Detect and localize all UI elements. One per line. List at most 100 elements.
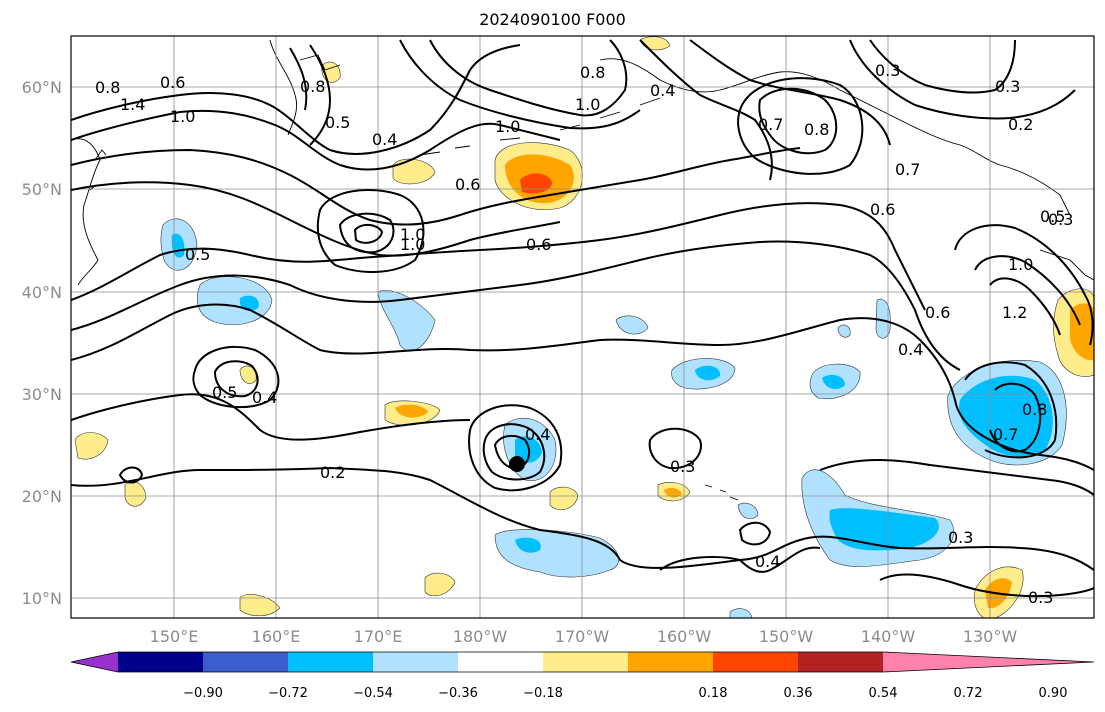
colorbar-tick-label: 0.72	[954, 686, 983, 701]
colorbar-outline	[70, 651, 1095, 673]
longitude-axis: 150°E 160°E 170°E 180°W 170°W 160°W 150°…	[150, 627, 1018, 646]
contour-label: 0.4	[252, 388, 277, 407]
contour-label: 0.7	[895, 160, 920, 179]
contour-0-2-south	[71, 466, 1094, 571]
contour-label: 0.3	[995, 77, 1020, 96]
contour-0-8-upper	[71, 109, 561, 171]
lon-label: 160°W	[657, 627, 712, 646]
colorbar-tick-label: −0.54	[353, 686, 393, 701]
lon-label: 160°E	[252, 627, 301, 646]
contour-low-24n-175w-inner	[493, 434, 531, 470]
blue-core-16n-143w	[829, 508, 939, 551]
map-area: 0.60.81.41.00.80.50.41.00.61.00.81.00.40…	[71, 36, 1094, 618]
blue-patch-8n-154w	[729, 608, 753, 618]
contour-0-3-southeast	[659, 546, 821, 573]
contour-low-24n-175w-outer	[468, 404, 563, 492]
map-frame	[70, 35, 1095, 619]
colorbar-segment	[373, 652, 458, 672]
orange-core-28n-172e	[395, 404, 428, 418]
contour-label: 0.6	[925, 303, 950, 322]
colorbar-tick-label: −0.90	[183, 686, 223, 701]
contour-high-42n-132w-mid	[974, 255, 1081, 326]
yellow-patch-8n-163e	[239, 594, 281, 617]
contour-0-5-upper	[71, 181, 561, 257]
lon-label: 140°W	[861, 627, 916, 646]
contour-0-2-west	[71, 393, 471, 441]
contour-low-29n-133w-outer	[964, 361, 1058, 459]
hawaii-islands	[704, 484, 739, 501]
contour-label: 0.4	[898, 340, 923, 359]
contour-label: 1.2	[1002, 303, 1027, 322]
colorbar-tick-label: −0.36	[438, 686, 478, 701]
colorbar-segment	[798, 652, 883, 672]
lon-label: 150°W	[759, 627, 814, 646]
lat-label: 50°N	[22, 180, 62, 199]
contour-gulf-ridge-2	[689, 39, 891, 146]
blue-patch-36n-140w	[875, 298, 891, 339]
blue-core-30n-157w	[695, 365, 721, 381]
contour-0-8-gulf	[758, 87, 838, 155]
contour-label: 0.6	[526, 235, 551, 254]
contour-0-3-east	[819, 459, 1094, 496]
contour-0-2-gulf	[849, 39, 1076, 120]
contour-high-42n-132w-outer	[954, 224, 1094, 346]
contour-label: 0.8	[1022, 400, 1047, 419]
contour-label: 0.8	[300, 77, 325, 96]
yellow-patch-52n-168e	[392, 158, 436, 185]
contour-label: 0.6	[160, 73, 185, 92]
contour-label: 0.6	[455, 175, 480, 194]
yellow-patch-31n-163e	[239, 365, 257, 384]
contour-label: 1.0	[400, 235, 425, 254]
contour-labels: 0.60.81.41.00.80.50.41.00.61.00.81.00.40…	[95, 61, 1073, 607]
contour-bering-1	[429, 39, 628, 117]
colorbar	[70, 651, 1095, 673]
blue-core-30n-147w	[822, 374, 845, 390]
contour-lines	[71, 39, 1094, 598]
contour-label: 0.5	[212, 383, 237, 402]
lat-label: 40°N	[22, 283, 62, 302]
contour-label: 0.4	[755, 552, 780, 571]
colorbar-segment	[628, 652, 713, 672]
contour-label: 0.4	[650, 81, 675, 100]
contour-label: 0.8	[580, 63, 605, 82]
contour-label: 0.5	[1040, 207, 1065, 226]
contour-label: 0.8	[95, 78, 120, 97]
contour-label: 1.0	[1008, 255, 1033, 274]
blue-patch-37n-173e	[377, 290, 436, 352]
colorbar-segment	[288, 652, 373, 672]
contour-label: 0.3	[1048, 210, 1073, 229]
contour-ridge-kamchatka	[289, 44, 332, 146]
contour-label: 1.4	[120, 95, 145, 114]
colorbar-segment	[543, 652, 628, 672]
contour-low-45n-170e-inner	[338, 212, 395, 254]
lat-label: 60°N	[22, 78, 62, 97]
contour-label: 0.8	[804, 120, 829, 139]
kamchatka-coast	[269, 39, 341, 136]
contour-low-24n-175w-mid	[482, 423, 546, 481]
contour-high-42n-132w-inner	[989, 277, 1061, 336]
colorbar-tick-label: −0.18	[523, 686, 563, 701]
contour-0-7-gulf	[737, 77, 864, 175]
contour-label: 0.4	[372, 130, 397, 149]
colorbar-segment	[118, 652, 203, 672]
lon-label: 180°W	[453, 627, 508, 646]
colorbar-tick-labels: −0.90 −0.72 −0.54 −0.36 −0.18 0.18 0.36 0.54 0.7…	[183, 686, 1067, 701]
blue-patch-33n-143w	[837, 324, 851, 338]
contour-wave-23n-142e	[118, 466, 144, 484]
yellow-patch-10n-177e	[424, 572, 456, 597]
colorbar-extend-high	[883, 652, 1094, 672]
contour-label: 0.3	[670, 457, 695, 476]
contour-0-3-east-low	[879, 573, 1094, 598]
storm-center-marker	[509, 456, 525, 472]
blue-patch-19n-154w	[737, 502, 759, 520]
contour-0-4-mid	[71, 303, 1094, 471]
contour-label: 0.3	[948, 528, 973, 547]
contour-low-45n-170e-core	[353, 224, 384, 244]
contour-label: 0.2	[320, 463, 345, 482]
colorbar-extend-low	[71, 652, 118, 672]
contour-bering-2	[399, 39, 641, 130]
blue-core-38n-158e	[239, 295, 259, 311]
contour-low-31n-163e-outer	[192, 345, 280, 409]
colorbar-segment	[458, 652, 543, 672]
